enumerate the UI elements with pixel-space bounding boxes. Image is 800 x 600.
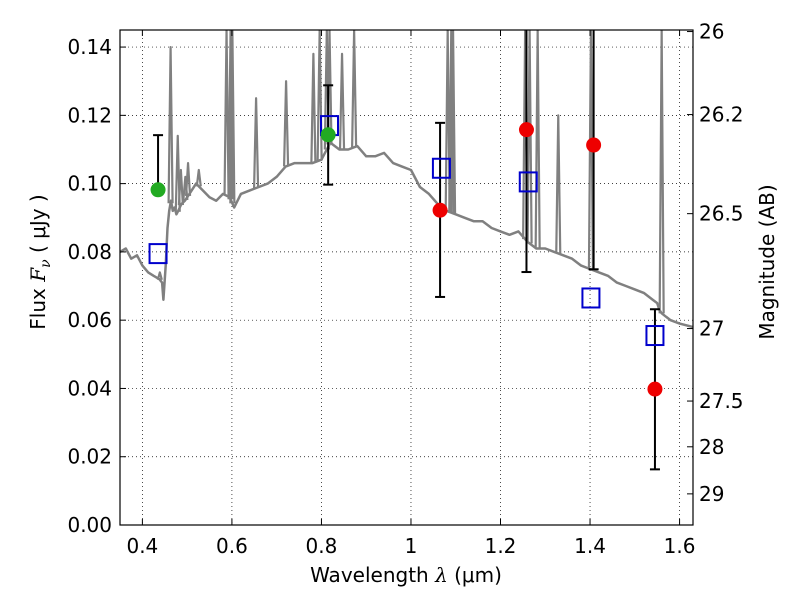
y2-tick-label: 26.2 [699, 103, 744, 127]
y2-tick-label: 28 [699, 435, 724, 459]
model-spike [177, 168, 184, 206]
y2-tick-label: 27.5 [699, 389, 744, 413]
y-tick-label: 0.14 [67, 35, 112, 59]
observed-point [150, 182, 166, 198]
x-tick-label: 0.4 [126, 534, 158, 558]
y-tick-label: 0.00 [67, 513, 112, 537]
model-point [518, 171, 538, 193]
model-point [581, 287, 601, 309]
model-spike [195, 168, 202, 187]
observed-point [586, 137, 602, 153]
plot-area [120, 30, 693, 471]
y-tick-label: 0.12 [67, 103, 112, 127]
y2-tick-label: 27 [699, 317, 724, 341]
model-spike [252, 97, 260, 189]
model-spike [223, 30, 230, 196]
model-spike [658, 30, 665, 314]
model-spike [184, 162, 192, 196]
model-point [148, 243, 168, 265]
model-spike [229, 30, 236, 204]
model-spike [351, 30, 358, 148]
y-tick-label: 0.04 [67, 376, 112, 400]
axis-ticks: 0.4 0.6 0.8 1 1.2 1.4 1.6 0.00 0.02 0.04 0.06 0.08 0… [67, 20, 743, 558]
model-spectrum-line [120, 141, 693, 329]
model-spike [310, 52, 317, 163]
y2-tick-label: 26 [699, 20, 724, 44]
grid [120, 30, 693, 526]
x-tick-label: 1.6 [664, 534, 696, 558]
observed-point [320, 127, 336, 143]
x-tick-label: 0.8 [306, 534, 338, 558]
x-axis-label: Wavelength λ (μm) [310, 563, 502, 587]
y2-axis-label: Magnitude (AB) [755, 184, 779, 339]
observed-point [647, 381, 663, 397]
x-tick-label: 1 [405, 534, 418, 558]
x-tick-label: 0.6 [216, 534, 248, 558]
y2-tick-label: 29 [699, 482, 724, 506]
y-tick-label: 0.02 [67, 445, 112, 469]
model-point [645, 325, 665, 347]
model-spike [449, 30, 457, 214]
x-tick-label: 1.2 [485, 534, 517, 558]
model-spike [156, 271, 163, 281]
x-tick-label: 1.4 [574, 534, 606, 558]
model-point [431, 157, 451, 179]
model-spike [316, 30, 323, 161]
model-spike [534, 30, 541, 249]
model-spike [167, 45, 174, 204]
y-axis-label: Flux Fν ( μJy ) [26, 194, 54, 329]
model-spike [338, 52, 346, 150]
y-tick-label: 0.10 [67, 172, 112, 196]
y2-tick-label: 26.5 [699, 202, 744, 226]
y-tick-label: 0.08 [67, 240, 112, 264]
model-spike [587, 30, 595, 270]
observed-point [432, 202, 448, 218]
observed-point [518, 122, 534, 138]
y-tick-label: 0.06 [67, 308, 112, 332]
model-spike [282, 80, 290, 167]
model-spike [555, 114, 562, 254]
plot-frame [119, 29, 694, 526]
